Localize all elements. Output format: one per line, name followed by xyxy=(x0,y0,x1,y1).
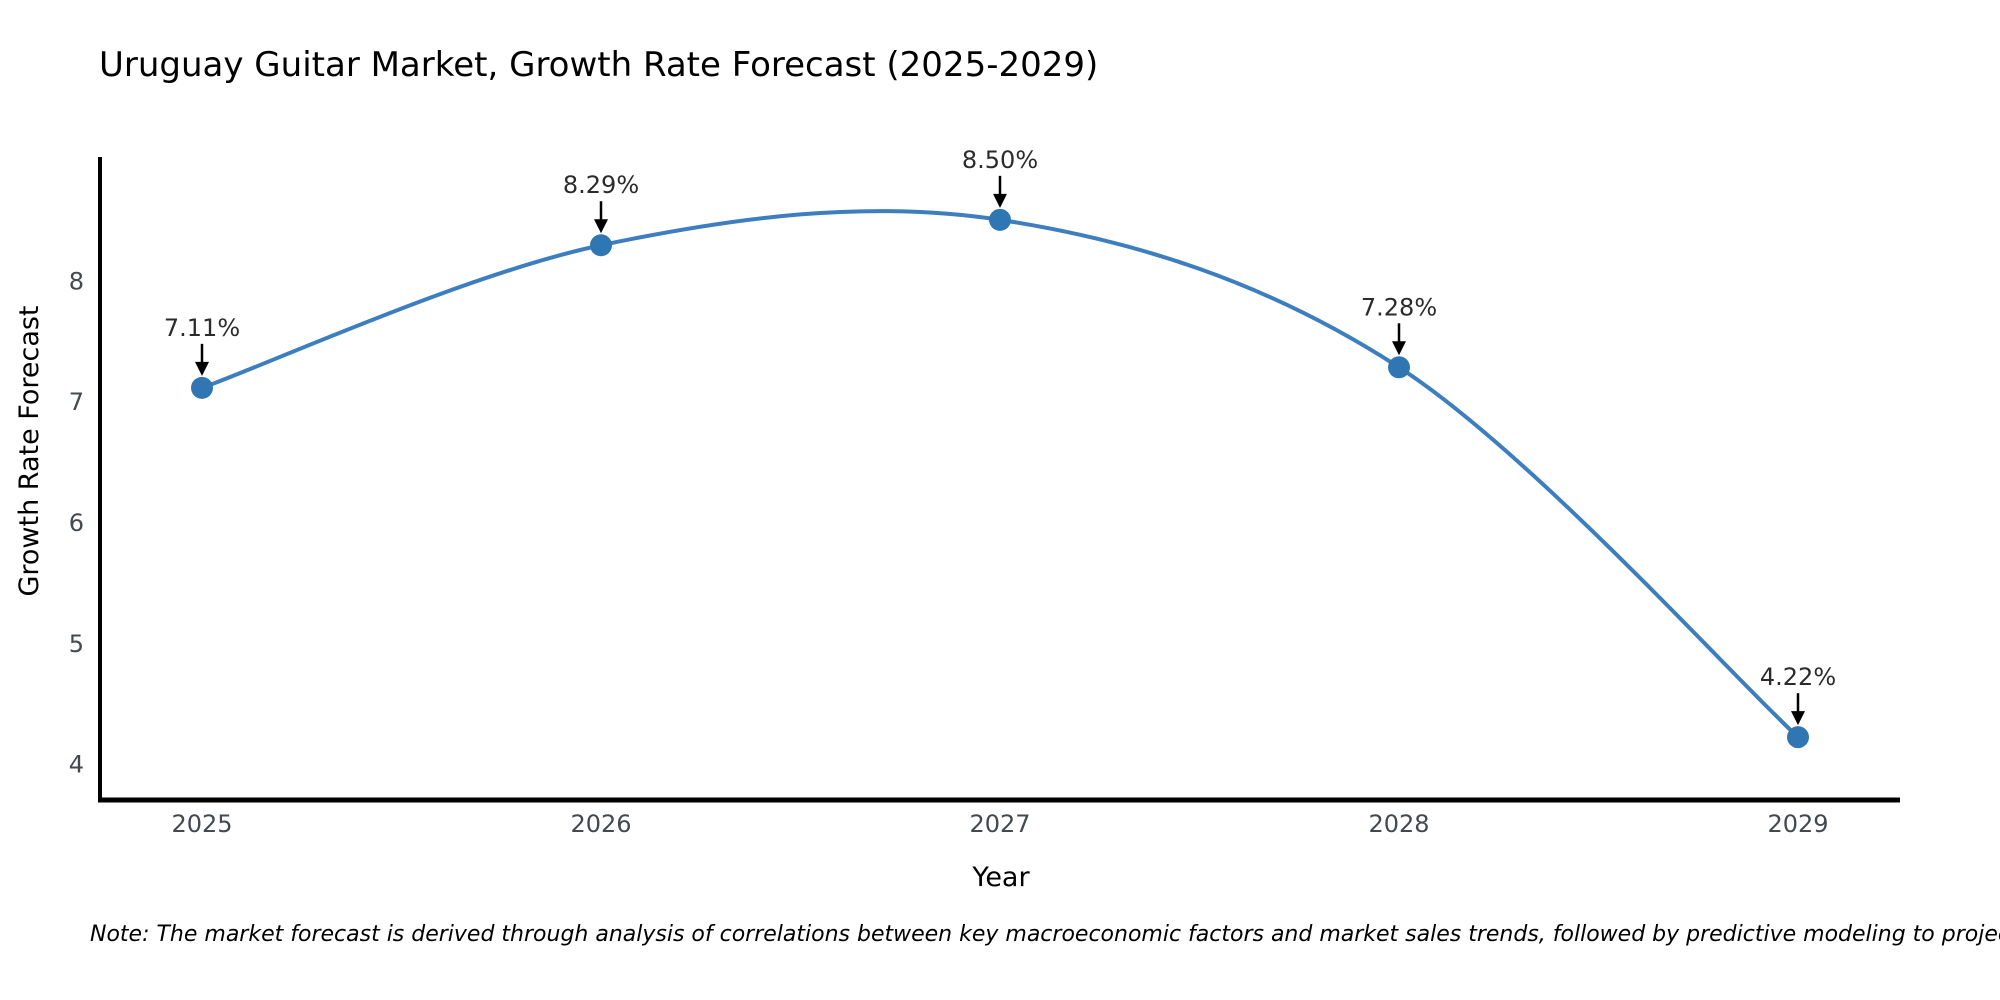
x-tick-label: 2025 xyxy=(171,810,232,838)
x-tick-label: 2028 xyxy=(1368,810,1429,838)
data-point-marker xyxy=(191,376,213,399)
data-point-marker xyxy=(989,208,1011,231)
annotation-arrow-head-icon xyxy=(594,219,608,234)
x-tick-label: 2026 xyxy=(570,810,631,838)
x-tick-label: 2027 xyxy=(969,810,1030,838)
forecast-line xyxy=(200,209,1800,740)
y-tick-label: 6 xyxy=(69,509,84,537)
axes: 4 5 6 7 8 2025 2026 2027 2028 2029 xyxy=(69,157,1900,838)
annotation-value-label: 8.50% xyxy=(962,146,1038,174)
y-tick-label: 4 xyxy=(69,751,84,779)
x-tick-label: 2029 xyxy=(1767,810,1828,838)
series-growth-rate-forecast xyxy=(191,208,1809,749)
annotation-value-label: 8.29% xyxy=(563,171,639,199)
y-tick-label: 8 xyxy=(69,267,84,295)
y-tick-label: 5 xyxy=(69,630,84,658)
data-point-marker xyxy=(1787,726,1809,749)
annotation-value-label: 4.22% xyxy=(1760,663,1836,691)
annotation-arrow-head-icon xyxy=(195,361,209,376)
x-axis-title: Year xyxy=(971,862,1030,893)
annotation-arrow-head-icon xyxy=(993,193,1007,208)
data-point-marker xyxy=(590,234,612,257)
y-axis-title: Growth Rate Forecast xyxy=(14,305,45,596)
annotation-arrow-head-icon xyxy=(1791,711,1805,726)
annotation-value-label: 7.28% xyxy=(1361,293,1437,321)
data-point-marker xyxy=(1388,356,1410,379)
y-tick-label: 7 xyxy=(69,388,84,416)
annotation-arrow-head-icon xyxy=(1392,341,1406,356)
chart-title: Uruguay Guitar Market, Growth Rate Forec… xyxy=(99,45,1098,85)
annotation-value-label: 7.11% xyxy=(164,314,240,342)
point-annotations: 7.11% 8.29% 8.50% 7.28% 4.22% xyxy=(164,146,1836,726)
footnote: Note: The market forecast is derived thr… xyxy=(90,922,2000,947)
